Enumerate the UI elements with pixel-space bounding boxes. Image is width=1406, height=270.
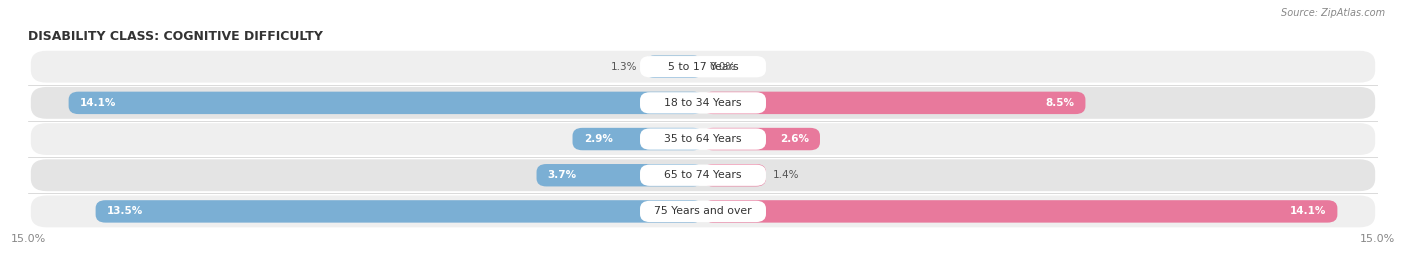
Text: 75 Years and over: 75 Years and over bbox=[654, 206, 752, 217]
FancyBboxPatch shape bbox=[96, 200, 703, 223]
FancyBboxPatch shape bbox=[640, 165, 766, 186]
FancyBboxPatch shape bbox=[69, 92, 703, 114]
Text: 8.5%: 8.5% bbox=[1045, 98, 1074, 108]
FancyBboxPatch shape bbox=[703, 200, 1337, 223]
FancyBboxPatch shape bbox=[31, 51, 1375, 83]
Text: 14.1%: 14.1% bbox=[80, 98, 117, 108]
Text: 13.5%: 13.5% bbox=[107, 206, 143, 217]
FancyBboxPatch shape bbox=[572, 128, 703, 150]
Text: 35 to 64 Years: 35 to 64 Years bbox=[664, 134, 742, 144]
FancyBboxPatch shape bbox=[703, 164, 766, 187]
FancyBboxPatch shape bbox=[640, 201, 766, 222]
Text: 2.9%: 2.9% bbox=[583, 134, 613, 144]
Text: 3.7%: 3.7% bbox=[548, 170, 576, 180]
FancyBboxPatch shape bbox=[703, 128, 820, 150]
Text: 0.0%: 0.0% bbox=[710, 62, 735, 72]
FancyBboxPatch shape bbox=[31, 159, 1375, 191]
FancyBboxPatch shape bbox=[31, 123, 1375, 155]
FancyBboxPatch shape bbox=[640, 56, 766, 77]
FancyBboxPatch shape bbox=[640, 129, 766, 150]
Text: 18 to 34 Years: 18 to 34 Years bbox=[664, 98, 742, 108]
Text: 1.3%: 1.3% bbox=[612, 62, 638, 72]
FancyBboxPatch shape bbox=[644, 55, 703, 78]
Text: DISABILITY CLASS: COGNITIVE DIFFICULTY: DISABILITY CLASS: COGNITIVE DIFFICULTY bbox=[28, 30, 323, 43]
Text: 5 to 17 Years: 5 to 17 Years bbox=[668, 62, 738, 72]
FancyBboxPatch shape bbox=[703, 92, 1085, 114]
FancyBboxPatch shape bbox=[31, 87, 1375, 119]
FancyBboxPatch shape bbox=[537, 164, 703, 187]
Text: Source: ZipAtlas.com: Source: ZipAtlas.com bbox=[1281, 8, 1385, 18]
Text: 2.6%: 2.6% bbox=[780, 134, 808, 144]
FancyBboxPatch shape bbox=[31, 195, 1375, 227]
FancyBboxPatch shape bbox=[640, 92, 766, 113]
Text: 65 to 74 Years: 65 to 74 Years bbox=[664, 170, 742, 180]
Text: 14.1%: 14.1% bbox=[1289, 206, 1326, 217]
Text: 1.4%: 1.4% bbox=[773, 170, 799, 180]
